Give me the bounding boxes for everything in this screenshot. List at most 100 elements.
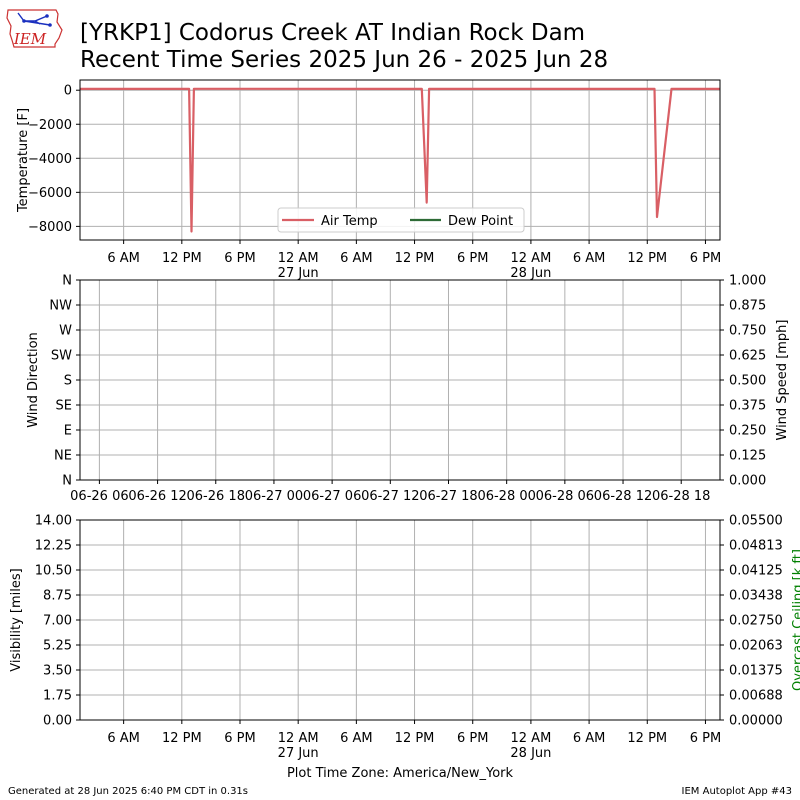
y-tick-label: 3.50 bbox=[43, 664, 72, 679]
air-temp-line bbox=[79, 87, 720, 233]
x-tick-label: 6 AM bbox=[573, 731, 606, 746]
y-tick-label: S bbox=[64, 374, 72, 389]
x-tick-label: 12 PM bbox=[162, 251, 202, 266]
x-tick-date-label: 27 Jun bbox=[278, 746, 319, 761]
y2-tick-label: 0.125 bbox=[729, 449, 766, 464]
y2-tick-label: 0.05500 bbox=[729, 514, 783, 529]
generated-footer: Generated at 28 Jun 2025 6:40 PM CDT in … bbox=[8, 786, 248, 797]
y2-tick-label: 0.250 bbox=[729, 424, 766, 439]
plot-frame bbox=[79, 519, 721, 721]
y-tick-label: −4000 bbox=[28, 152, 72, 167]
x-tick-label: 6 PM bbox=[224, 251, 255, 266]
plot-frame bbox=[79, 279, 721, 481]
chart-title-line-2: Recent Time Series 2025 Jun 26 - 2025 Ju… bbox=[80, 47, 608, 73]
x-tick-label: 12 PM bbox=[627, 251, 667, 266]
y-tick-label: E bbox=[64, 424, 72, 439]
x-tick-label: 06-26 06 bbox=[70, 489, 128, 504]
y-tick-label: N bbox=[62, 274, 72, 289]
y-tick-label: 7.00 bbox=[43, 614, 72, 629]
x-tick-label: 6 PM bbox=[457, 731, 488, 746]
y2-tick-label: 0.625 bbox=[729, 349, 766, 364]
y-tick-label: −2000 bbox=[28, 118, 72, 133]
x-tick-label: 06-26 18 bbox=[187, 489, 245, 504]
logo-network-lines bbox=[17, 12, 51, 26]
x-tick-label: 06-27 06 bbox=[303, 489, 361, 504]
iem-logo: IEM bbox=[6, 9, 63, 48]
app-footer: IEM Autoplot App #43 bbox=[682, 786, 792, 797]
chart-legend: Air Temp Dew Point bbox=[277, 207, 525, 233]
x-tick-date-label: 28 Jun bbox=[510, 746, 551, 761]
y-tick-label: −6000 bbox=[28, 186, 72, 201]
x-tick-label: 12 PM bbox=[395, 731, 435, 746]
plot-frame bbox=[79, 79, 721, 241]
legend-box bbox=[277, 207, 525, 233]
x-tick-label: 12 AM bbox=[278, 731, 319, 746]
y-tick-label: 8.75 bbox=[43, 589, 72, 604]
legend-label-air-temp: Air Temp bbox=[321, 214, 378, 229]
y2-tick-label: 0.500 bbox=[729, 374, 766, 389]
x-tick-label: 6 PM bbox=[690, 731, 721, 746]
y2-tick-label: 0.02750 bbox=[729, 614, 783, 629]
y-tick-label: 0 bbox=[64, 84, 72, 99]
x-tick-label: 06-28 18 bbox=[652, 489, 710, 504]
y2-tick-label: 0.750 bbox=[729, 324, 766, 339]
y-axis-label: Temperature [F] bbox=[16, 108, 31, 213]
x-tick-label: 6 PM bbox=[457, 251, 488, 266]
x-tick-label: 12 PM bbox=[162, 731, 202, 746]
y-tick-label: 14.00 bbox=[35, 514, 72, 529]
y2-tick-label: 0.03438 bbox=[729, 589, 783, 604]
logo-text: IEM bbox=[13, 30, 47, 48]
x-tick-label: 12 AM bbox=[278, 251, 319, 266]
legend-label-dew-point: Dew Point bbox=[448, 214, 513, 229]
y2-tick-label: 0.375 bbox=[729, 399, 766, 414]
y2-tick-label: 0.04813 bbox=[729, 539, 783, 554]
iowa-state-outline bbox=[6, 9, 63, 48]
x-tick-date-label: 27 Jun bbox=[278, 266, 319, 281]
x-tick-label: 6 AM bbox=[107, 731, 140, 746]
x-tick-label: 06-28 06 bbox=[536, 489, 594, 504]
x-tick-label: 06-27 18 bbox=[419, 489, 477, 504]
y2-axis-label: Wind Speed [mph] bbox=[775, 320, 790, 441]
logo-station-dot bbox=[48, 23, 52, 27]
x-tick-label: 6 AM bbox=[340, 731, 373, 746]
y-tick-label: SW bbox=[51, 349, 72, 364]
x-tick-label: 06-27 12 bbox=[361, 489, 419, 504]
y-axis-label: Wind Direction bbox=[26, 332, 41, 428]
y2-tick-label: 0.04125 bbox=[729, 564, 783, 579]
x-tick-label: 6 AM bbox=[573, 251, 606, 266]
x-tick-label: 6 PM bbox=[224, 731, 255, 746]
y-tick-label: NW bbox=[49, 299, 72, 314]
plot-timezone-label: Plot Time Zone: America/New_York bbox=[287, 766, 514, 781]
x-tick-label: 12 AM bbox=[511, 251, 552, 266]
logo-station-dot bbox=[22, 19, 26, 23]
x-tick-date-label: 28 Jun bbox=[510, 266, 551, 281]
chart-title-line-1: [YRKP1] Codorus Creek AT Indian Rock Dam bbox=[80, 20, 585, 46]
logo-station-dot bbox=[45, 14, 49, 18]
x-tick-label: 6 AM bbox=[340, 251, 373, 266]
y2-tick-label: 0.000 bbox=[729, 474, 766, 489]
x-tick-label: 12 PM bbox=[627, 731, 667, 746]
y2-tick-label: 0.00688 bbox=[729, 689, 783, 704]
y2-axis-label: Overcast Ceiling [k ft] bbox=[791, 549, 800, 691]
x-tick-label: 6 AM bbox=[107, 251, 140, 266]
x-tick-label: 06-27 00 bbox=[245, 489, 303, 504]
y-tick-label: −8000 bbox=[28, 220, 72, 235]
y2-tick-label: 0.01375 bbox=[729, 664, 783, 679]
y-tick-label: 12.25 bbox=[35, 539, 72, 554]
y-tick-label: NE bbox=[54, 449, 72, 464]
y-tick-label: N bbox=[62, 474, 72, 489]
y-axis-label: Visibility [miles] bbox=[9, 568, 24, 671]
y-tick-label: 0.00 bbox=[43, 714, 72, 729]
x-tick-label: 12 AM bbox=[511, 731, 552, 746]
y2-tick-label: 1.000 bbox=[729, 274, 766, 289]
x-tick-label: 6 PM bbox=[690, 251, 721, 266]
x-tick-label: 12 PM bbox=[395, 251, 435, 266]
x-tick-label: 06-26 12 bbox=[128, 489, 186, 504]
wind-panel: 06-26 06 06-26 12 06-26 18 06-27 00 06-27 06… bbox=[26, 274, 790, 505]
x-tick-label: 06-28 12 bbox=[594, 489, 652, 504]
y2-tick-label: 0.02063 bbox=[729, 639, 783, 654]
y2-tick-label: 0.875 bbox=[729, 299, 766, 314]
